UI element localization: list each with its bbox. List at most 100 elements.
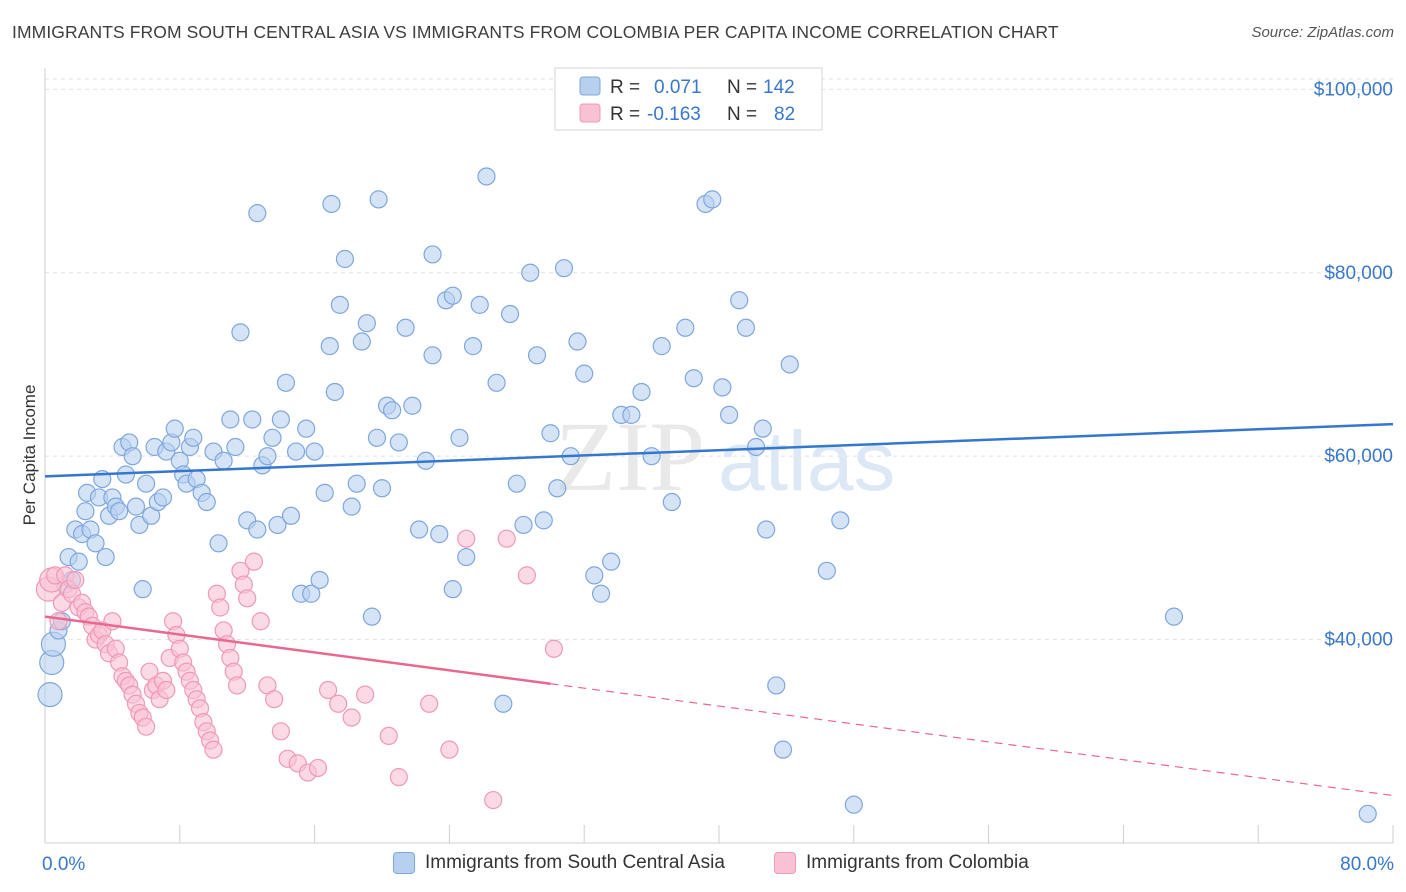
- point-south-central-asia: [221, 410, 240, 429]
- point-south-central-asia: [1164, 607, 1184, 626]
- point-south-central-asia: [541, 424, 560, 443]
- point-south-central-asia: [703, 190, 722, 209]
- y-tick-label: $60,000: [1324, 446, 1393, 467]
- point-south-central-asia: [396, 318, 415, 337]
- point-colombia: [244, 552, 264, 571]
- stats-legend-r-label: R =: [610, 77, 640, 98]
- point-south-central-asia: [133, 580, 152, 599]
- stats-legend-r-value: 0.071: [654, 77, 702, 98]
- point-south-central-asia: [753, 419, 772, 438]
- point-colombia: [329, 694, 348, 713]
- trend-line-south-central-asia: [44, 422, 1394, 478]
- grid-layer: [45, 78, 1393, 641]
- point-colombia: [356, 685, 375, 704]
- point-south-central-asia: [430, 525, 449, 544]
- point-colombia: [420, 694, 439, 713]
- y-axis-label-group: Per Capita Income: [20, 385, 39, 526]
- point-colombia: [517, 566, 537, 585]
- point-south-central-asia: [713, 378, 732, 397]
- point-south-central-asia: [320, 337, 339, 356]
- point-south-central-asia: [37, 682, 63, 708]
- points-layer: [35, 167, 1377, 823]
- point-south-central-asia: [209, 534, 228, 553]
- point-south-central-asia: [514, 515, 533, 535]
- point-south-central-asia: [470, 295, 489, 314]
- point-south-central-asia: [315, 483, 334, 502]
- point-colombia: [440, 740, 459, 759]
- point-south-central-asia: [322, 194, 341, 214]
- point-south-central-asia: [463, 337, 483, 356]
- point-south-central-asia: [720, 405, 739, 425]
- point-south-central-asia: [110, 502, 129, 521]
- point-colombia: [318, 680, 338, 700]
- point-colombia: [271, 722, 290, 741]
- point-south-central-asia: [214, 451, 233, 470]
- point-south-central-asia: [767, 676, 786, 695]
- point-south-central-asia: [684, 369, 703, 388]
- point-south-central-asia: [305, 442, 324, 461]
- stats-legend-n-value: 142: [763, 77, 795, 98]
- point-south-central-asia: [622, 405, 641, 425]
- point-colombia: [137, 717, 156, 736]
- point-south-central-asia: [477, 167, 496, 186]
- stats-legend-swatch-pink: [579, 103, 601, 123]
- point-colombia: [211, 598, 230, 617]
- stats-legend-swatch-blue: [579, 76, 601, 96]
- point-south-central-asia: [423, 245, 442, 264]
- point-south-central-asia: [730, 291, 749, 310]
- point-south-central-asia: [184, 428, 203, 447]
- bottom-legend: Immigrants from South Central Asia Immig…: [0, 848, 1406, 880]
- point-south-central-asia: [302, 584, 321, 603]
- point-south-central-asia: [286, 442, 306, 461]
- point-south-central-asia: [153, 488, 173, 507]
- stats-legend-r-label: R =: [610, 104, 640, 125]
- point-south-central-asia: [76, 502, 95, 521]
- point-south-central-asia: [676, 318, 695, 337]
- point-colombia: [157, 680, 176, 700]
- point-south-central-asia: [197, 492, 216, 512]
- point-south-central-asia: [226, 437, 245, 457]
- axis-layer: $40,000 $60,000 $80,000 $100,000 0.0% 80.0%: [42, 68, 1394, 875]
- point-south-central-asia: [165, 419, 184, 438]
- point-south-central-asia: [443, 580, 462, 599]
- legend-label: Immigrants from South Central Asia: [425, 852, 725, 873]
- point-south-central-asia: [231, 323, 250, 342]
- point-colombia: [204, 740, 223, 759]
- point-south-central-asia: [746, 437, 766, 457]
- point-south-central-asia: [403, 396, 422, 415]
- point-south-central-asia: [500, 304, 520, 324]
- point-south-central-asia: [263, 428, 282, 447]
- point-colombia: [251, 612, 270, 631]
- point-colombia: [66, 570, 85, 590]
- stats-legend-n-label: N =: [727, 104, 757, 125]
- stats-legend-n-value: 82: [774, 104, 795, 125]
- point-south-central-asia: [409, 520, 429, 539]
- point-colombia: [544, 639, 563, 658]
- point-south-central-asia: [487, 373, 506, 392]
- point-colombia: [484, 790, 503, 810]
- point-south-central-asia: [817, 561, 836, 580]
- point-south-central-asia: [423, 346, 442, 365]
- point-south-central-asia: [1358, 804, 1377, 823]
- point-south-central-asia: [297, 419, 316, 438]
- point-south-central-asia: [642, 447, 661, 466]
- point-south-central-asia: [86, 534, 105, 553]
- x-tick-label: 0.0%: [42, 854, 85, 875]
- x-tick-label: 80.0%: [1340, 854, 1394, 875]
- point-colombia: [389, 768, 408, 787]
- point-south-central-asia: [372, 479, 392, 498]
- point-south-central-asia: [268, 515, 287, 535]
- point-south-central-asia: [585, 566, 604, 585]
- point-south-central-asia: [568, 332, 587, 351]
- trend-line-colombia: [44, 615, 551, 685]
- legend-label: Immigrants from Colombia: [806, 852, 1029, 873]
- point-colombia: [379, 726, 398, 745]
- y-axis-label: Per Capita Income: [20, 385, 39, 526]
- point-south-central-asia: [69, 552, 88, 571]
- trend-line-colombia-extrapolated: [550, 683, 1394, 797]
- point-south-central-asia: [347, 474, 366, 493]
- point-south-central-asia: [123, 447, 142, 466]
- chart-source: Source: ZipAtlas.com: [1251, 24, 1394, 41]
- point-south-central-asia: [554, 259, 574, 278]
